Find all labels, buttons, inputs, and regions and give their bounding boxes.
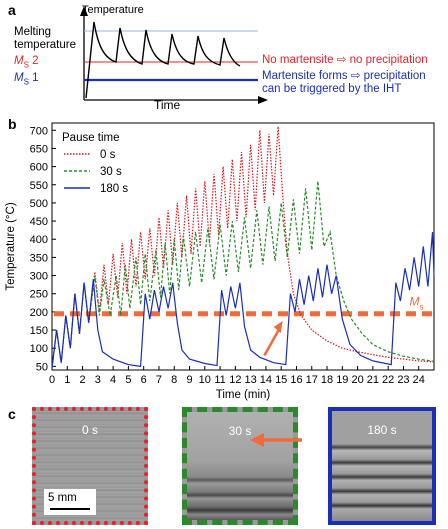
specimen-180s: 180 s: [328, 407, 436, 525]
y-tick-label: 50: [36, 361, 48, 373]
specimen-0s-label: 0 s: [81, 423, 98, 437]
y-tick-label: 100: [30, 343, 48, 355]
ms1-label: MS 1: [14, 72, 39, 88]
x-tick-label: 4: [110, 374, 116, 386]
y-tick-label: 700: [30, 125, 48, 137]
ms-crossing-arrow-head: [273, 320, 283, 333]
ms1-note: Martensite forms ⇨ precipitation can be …: [262, 70, 426, 96]
ms2-label: MS 2: [14, 55, 39, 71]
x-tick-label: 6: [141, 374, 147, 386]
x-tick-label: 1: [64, 374, 70, 386]
y-tick-label: 150: [30, 325, 48, 337]
melting-label-line2: temperature: [14, 39, 77, 51]
panel-c-arrow-head: [250, 433, 264, 447]
y-tick-label: 300: [30, 271, 48, 283]
ms-crossing-arrow-shaft: [263, 327, 281, 357]
ms2-label-suffix: 2: [28, 55, 39, 67]
panel-b-letter: b: [8, 116, 17, 132]
x-tick-label: 18: [321, 374, 333, 386]
y-tick-label: 350: [30, 252, 48, 264]
ms1-label-sub: S: [23, 77, 29, 87]
x-tick-label: 16: [290, 374, 302, 386]
panel-a-y-arrowhead: [80, 6, 88, 16]
x-tick-label: 2: [79, 374, 85, 386]
legend-label: 0 s: [100, 149, 116, 161]
x-tick-label: 15: [275, 374, 287, 386]
specimen-30s-label: 30 s: [228, 424, 252, 438]
x-tick-label: 10: [199, 374, 211, 386]
y-tick-label: 650: [30, 143, 48, 155]
y-tick-label: 550: [30, 180, 48, 192]
x-tick-label: 20: [351, 374, 363, 386]
x-tick-label: 9: [186, 374, 192, 386]
x-tick-label: 23: [397, 374, 409, 386]
panel-c-arrow: [250, 433, 302, 447]
ms-line-label: M: [410, 295, 420, 309]
series-line-180s: [51, 231, 435, 369]
specimen-30s-texture: [187, 412, 293, 520]
x-tick-label: 17: [306, 374, 318, 386]
ms1-note-line1: Martensite forms ⇨ precipitation: [262, 70, 426, 82]
panel-a-x-arrowhead: [258, 96, 268, 104]
specimen-30s: 30 s: [182, 407, 298, 525]
ms2-label-sub: S: [23, 60, 29, 70]
ms2-note: No martensite ⇨ no precipitation: [262, 54, 428, 66]
panel-a-temperature-curve: [85, 21, 241, 99]
y-tick-label: 400: [30, 234, 48, 246]
y-tick-label: 450: [30, 216, 48, 228]
panel-a-y-axis-label: Temperature: [82, 4, 144, 16]
x-tick-label: 3: [95, 374, 101, 386]
x-tick-label: 13: [245, 374, 257, 386]
scale-bar-line: [50, 508, 90, 510]
x-tick-label: 5: [125, 374, 131, 386]
x-axis-label: Time (min): [216, 389, 271, 401]
specimen-180s-label: 180 s: [367, 423, 397, 437]
plot-frame: [51, 122, 435, 371]
temperature-chart: 0 1 2 3 4 5 6 7 8 9 10 11 12 13 14 15 16 17 18 19 20 21 22 23 24…: [5, 122, 435, 401]
x-tick-label: 22: [382, 374, 394, 386]
ms1-label-m: M: [14, 72, 24, 84]
y-tick-label: 200: [30, 307, 48, 319]
x-tick-label: 7: [156, 374, 162, 386]
ms-line-label-sub: s: [420, 303, 424, 312]
melting-label-line1: Melting: [14, 26, 52, 38]
x-tick-label: 14: [260, 374, 272, 386]
x-tick-label: 8: [171, 374, 177, 386]
x-tick-label: 21: [367, 374, 379, 386]
panel-a-x-axis-label: Time: [154, 98, 181, 112]
ms1-label-suffix: 1: [28, 72, 39, 84]
legend-label: 30 s: [100, 166, 122, 178]
y-axis-label: Temperature (°C): [5, 202, 17, 290]
panel-c-letter: c: [8, 406, 16, 422]
x-tick-label: 11: [214, 374, 225, 386]
x-tick-label: 24: [413, 374, 425, 386]
series-line-30s: [51, 181, 435, 369]
series-line-0s: [51, 126, 435, 369]
scale-bar-label: 5 mm: [48, 492, 77, 504]
ms2-label-m: M: [14, 55, 24, 67]
x-tick-label: 12: [229, 374, 241, 386]
specimen-180s-texture: [332, 411, 432, 521]
legend-label: 180 s: [100, 183, 128, 195]
panel-a-schematic: [80, 6, 268, 104]
y-tick-label: 250: [30, 289, 48, 301]
x-tick-label: 19: [336, 374, 348, 386]
ms1-note-line2: can be triggered by the IHT: [262, 83, 402, 95]
panel-a-letter: a: [8, 2, 16, 18]
x-tick-label: 0: [49, 374, 55, 386]
specimen-0s: 0 s 5 mm: [32, 407, 148, 525]
y-tick-label: 500: [30, 198, 48, 210]
scale-bar-box: 5 mm: [44, 489, 96, 515]
legend-title: Pause time: [62, 132, 120, 144]
y-tick-label: 600: [30, 162, 48, 174]
melting-temperature-label: Melting temperature: [14, 26, 76, 52]
